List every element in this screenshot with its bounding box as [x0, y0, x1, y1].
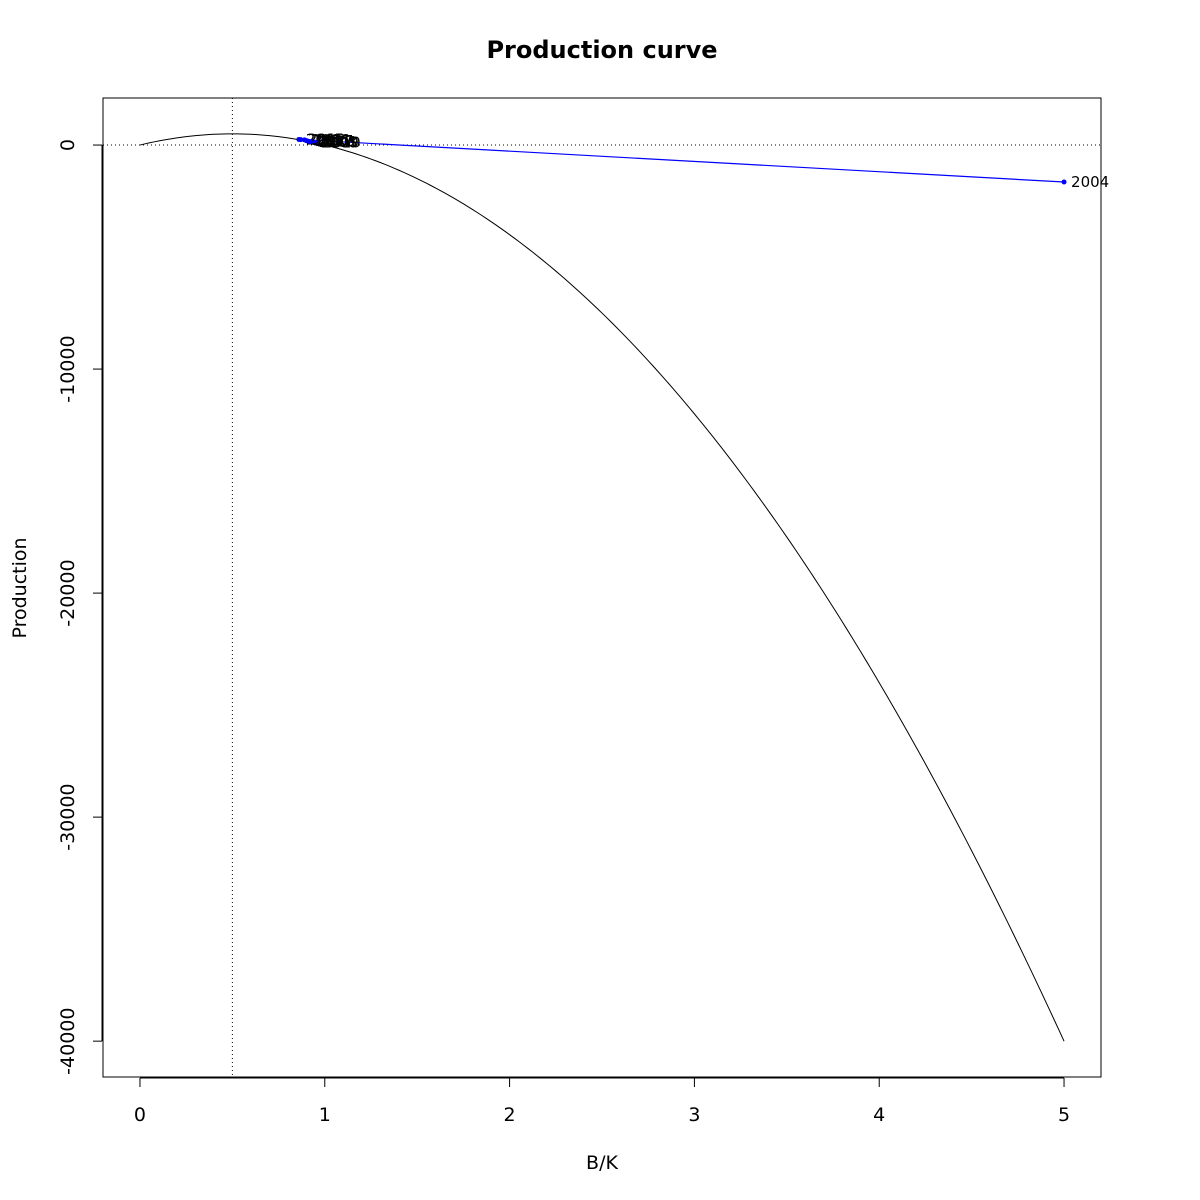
point-label-2010: 2010 — [323, 134, 361, 152]
x-axis-title: B/K — [586, 1152, 618, 1174]
point-label-2004: 2004 — [1071, 173, 1109, 191]
point-label-2013: 2013 — [317, 133, 355, 151]
y-tick-label--10000: -10000 — [57, 335, 79, 402]
point-label-2011: 2011 — [313, 132, 351, 150]
point-label-2008: 2008 — [319, 133, 357, 151]
trajectory-line — [298, 138, 1065, 183]
point-label-2012: 2012 — [308, 131, 346, 149]
chart-title: Production curve — [486, 36, 717, 64]
y-tick-label--30000: -30000 — [57, 783, 79, 850]
x-tick-label-4: 4 — [873, 1104, 885, 1126]
trajectory-point-2004 — [1061, 179, 1067, 185]
plot-frame — [102, 97, 1102, 1078]
x-tick-label-1: 1 — [319, 1104, 331, 1126]
trajectory-point-2010 — [313, 140, 319, 146]
x-tick-label-2: 2 — [504, 1104, 516, 1126]
trajectory-point-2012 — [298, 137, 304, 143]
y-tick-label--40000: -40000 — [57, 1008, 79, 1075]
chart-marks: 2004 2 0 0 5 20062007200820092010201120122013… — [57, 97, 1109, 1126]
point-label-2007: 2007 — [315, 132, 353, 150]
trajectory-point-2013 — [307, 139, 313, 145]
y-tick-label-0: 0 — [57, 139, 79, 151]
point-label-2009: 2009 — [321, 133, 359, 151]
y-axis-title: Production — [9, 537, 31, 638]
x-tick-label-0: 0 — [134, 1104, 146, 1126]
y-tick-label--20000: -20000 — [57, 559, 79, 626]
x-tick-label-3: 3 — [688, 1104, 700, 1126]
point-label-2006: 2006 — [311, 131, 349, 149]
production-curve-line — [139, 133, 1065, 1042]
x-tick-label-5: 5 — [1058, 1104, 1070, 1126]
